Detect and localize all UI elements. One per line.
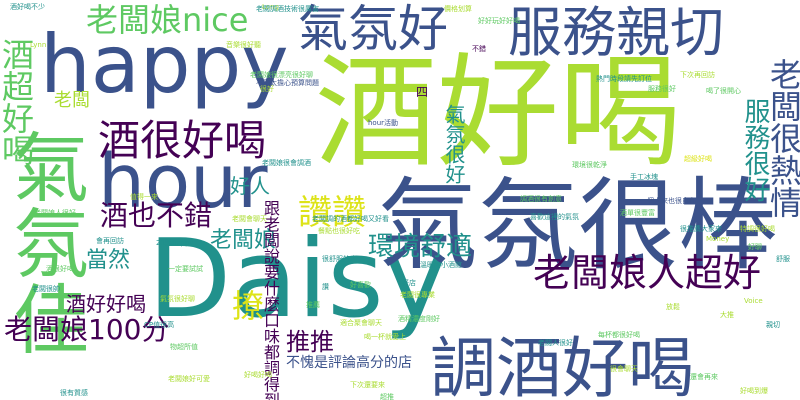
cloud-word: 一定要試試 (168, 265, 203, 273)
cloud-word: 好喝到爆 (740, 387, 768, 395)
cloud-word: 老闆很帥 (32, 285, 60, 293)
cloud-word: 好喝好喝 (244, 371, 272, 379)
cloud-word: 超級好喝 (684, 155, 712, 163)
cloud-word: 喜歡這裡的氣氛 (530, 213, 579, 221)
cloud-word: 超推 (380, 393, 394, 400)
cloud-word: 酒超好喝 (0, 38, 35, 166)
cloud-word: 很舒服的店 (322, 255, 357, 263)
cloud-word: 老闆會聊天 (232, 215, 267, 223)
cloud-word: 氣氛好 (298, 0, 448, 58)
cloud-word: 氣氛很好聊 (160, 295, 195, 303)
cloud-word: Money (706, 235, 730, 243)
cloud-word: 氣氛很好 (442, 104, 466, 184)
cloud-word: 不用太擔心預算問題 (256, 79, 319, 87)
cloud-word: 溫暖的小酒館 (420, 261, 462, 269)
cloud-word: 下次還要來 (350, 381, 385, 389)
cloud-word: 老闆很熱情 (765, 58, 800, 218)
cloud-word: 熱門時段請先訂位 (596, 75, 652, 83)
cloud-word: 老闆人很好 (538, 339, 573, 347)
cloud-word: 環境舒適 (368, 232, 473, 262)
cloud-word: 讚 (322, 283, 329, 291)
cloud-word: 一個人來也很自在 (640, 197, 696, 205)
cloud-word: 大推 (720, 311, 734, 319)
cloud-word: 酒很好喝 (98, 116, 267, 165)
cloud-word: 親切 (766, 321, 780, 329)
cloud-word: Long (262, 3, 279, 11)
cloud-word: 酒好喝不少 (10, 3, 45, 11)
cloud-word: 老闆調的酒都好喝又好看 (312, 215, 389, 223)
cloud-word: 很會聊天 (610, 365, 638, 373)
cloud-word: 酒單很豐富 (620, 209, 655, 217)
cloud-word: 氣氛很棒 (378, 167, 778, 284)
cloud-word: 好人 (230, 174, 270, 198)
cloud-word: 酒也不錯 (100, 199, 213, 232)
cloud-word: 老闆娘好可愛 (168, 375, 210, 383)
cloud-word: 服務很好 (648, 85, 676, 93)
cloud-word: 餐點也很好吃 (318, 227, 360, 235)
cloud-word: Lynn (30, 41, 47, 49)
cloud-word: 環境很乾淨 (572, 161, 607, 169)
cloud-word: 還會再來 (690, 373, 718, 381)
cloud-word: 好聊 (748, 243, 762, 251)
cloud-word: 氣氛佳 (0, 128, 89, 356)
cloud-word: CP值很高 (144, 321, 175, 329)
cloud-word: 物超所值 (170, 343, 198, 351)
cloud-word: 酒精濃度剛好 (398, 315, 440, 323)
cloud-word: 老闆娘人很好 (34, 209, 76, 217)
cloud-word: 酒很好喝 (46, 265, 74, 273)
cloud-word: 老闆娘 (210, 228, 277, 253)
cloud-word: 值得一來 (130, 193, 158, 201)
cloud-word: 喝了很開心 (706, 87, 741, 95)
cloud-word: 下次再回訪 (680, 71, 715, 79)
cloud-word: 老闆娘nice (86, 1, 249, 39)
cloud-word: 讚讚 (298, 193, 366, 233)
cloud-word: 推推 (286, 328, 334, 356)
cloud-word: 很好 (260, 85, 274, 93)
cloud-word: 調酒好喝 (430, 330, 694, 400)
cloud-word: 很有質感 (60, 389, 88, 397)
cloud-word: 撩 (232, 287, 265, 325)
cloud-word: 服務親切 (508, 1, 724, 64)
cloud-word: 當然 (86, 248, 131, 273)
cloud-word: happy (40, 18, 289, 111)
cloud-word: 老闆娘100分 (4, 313, 170, 346)
cloud-word: 好喜歡 (350, 281, 371, 289)
cloud-word: Daisy (148, 217, 448, 342)
cloud-word: 特調很好喝 (740, 225, 775, 233)
cloud-word: 會再回訪 (96, 237, 124, 245)
cloud-word: 老闆很專業 (400, 291, 435, 299)
cloud-word: 服務很好 (740, 98, 770, 202)
cloud-word: 酒好喝 (315, 42, 681, 184)
cloud-word: 不愧是評論高分的店 (286, 355, 412, 371)
cloud-word: hour (98, 139, 268, 225)
cloud-word: 音樂很好聽 (226, 41, 261, 49)
cloud-word: 酒好好喝 (66, 292, 146, 316)
cloud-word: 調酒很有創意 (520, 195, 562, 203)
cloud-word: 每杯都很好喝 (598, 331, 640, 339)
cloud-word: 四 (416, 85, 429, 99)
cloud-word: 老闆 (54, 90, 90, 111)
cloud-word: 很推薦大家來 (680, 225, 722, 233)
cloud-word: 推薦 (306, 301, 320, 309)
cloud-word: 好好玩好好喝 (478, 17, 520, 25)
cloud-word: 適合聚會聊天 (340, 319, 382, 327)
cloud-word: 喝一杯就愛上 (364, 333, 406, 341)
cloud-word: 手工冰塊 (630, 173, 658, 181)
cloud-word: hour活動 (368, 119, 399, 127)
cloud-word: 舒服 (776, 255, 790, 263)
cloud-word: 老闆娘很會調酒 (262, 159, 311, 167)
cloud-word: Voice (744, 297, 763, 305)
cloud-word: 好店 (402, 279, 416, 287)
cloud-word: 放鬆 (666, 303, 680, 311)
cloud-word: 老闆調酒技術很厲害 (256, 5, 319, 13)
cloud-word: 不錯 (472, 45, 486, 53)
cloud-word: 21點happy (156, 239, 194, 247)
cloud-word: 老闆娘人超好 (533, 251, 762, 295)
cloud-word: 老闆娘很漂亮很好聊 (250, 71, 313, 79)
cloud-word: 價格划算 (444, 5, 472, 13)
cloud-word: 跟老闆說要什麼口味都調得到 (261, 200, 280, 400)
